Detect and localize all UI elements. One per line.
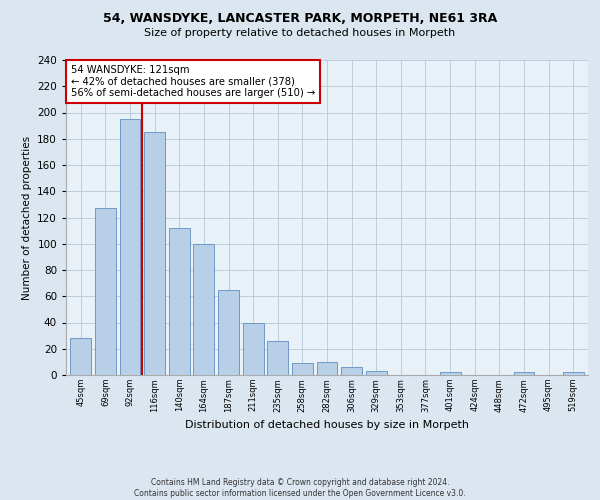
Bar <box>366 371 387 375</box>
Bar <box>119 119 140 375</box>
Bar <box>193 244 214 375</box>
Bar <box>169 228 190 375</box>
X-axis label: Distribution of detached houses by size in Morpeth: Distribution of detached houses by size … <box>185 420 469 430</box>
Bar <box>70 338 91 375</box>
Bar <box>292 363 313 375</box>
Text: 54, WANSDYKE, LANCASTER PARK, MORPETH, NE61 3RA: 54, WANSDYKE, LANCASTER PARK, MORPETH, N… <box>103 12 497 26</box>
Bar <box>144 132 165 375</box>
Bar <box>563 372 584 375</box>
Bar <box>514 372 535 375</box>
Y-axis label: Number of detached properties: Number of detached properties <box>22 136 32 300</box>
Bar <box>218 290 239 375</box>
Bar <box>95 208 116 375</box>
Text: 54 WANSDYKE: 121sqm
← 42% of detached houses are smaller (378)
56% of semi-detac: 54 WANSDYKE: 121sqm ← 42% of detached ho… <box>71 64 316 98</box>
Text: Contains HM Land Registry data © Crown copyright and database right 2024.
Contai: Contains HM Land Registry data © Crown c… <box>134 478 466 498</box>
Bar <box>242 322 263 375</box>
Bar <box>440 372 461 375</box>
Bar <box>317 362 337 375</box>
Text: Size of property relative to detached houses in Morpeth: Size of property relative to detached ho… <box>145 28 455 38</box>
Bar <box>341 367 362 375</box>
Bar <box>267 341 288 375</box>
